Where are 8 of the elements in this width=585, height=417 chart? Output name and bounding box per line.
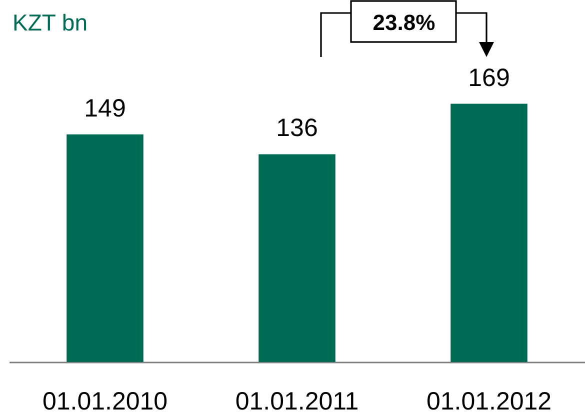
- y-axis-title: KZT bn: [12, 10, 88, 36]
- data-label: 149: [84, 94, 126, 122]
- x-tick-label: 01.01.2010: [42, 388, 168, 416]
- x-tick-label: 01.01.2011: [235, 388, 359, 416]
- text: 23.8%: [372, 10, 436, 35]
- data-label: 136: [276, 114, 318, 142]
- data-label: 169: [468, 64, 510, 92]
- x-tick-label: 01.01.2012: [426, 388, 552, 416]
